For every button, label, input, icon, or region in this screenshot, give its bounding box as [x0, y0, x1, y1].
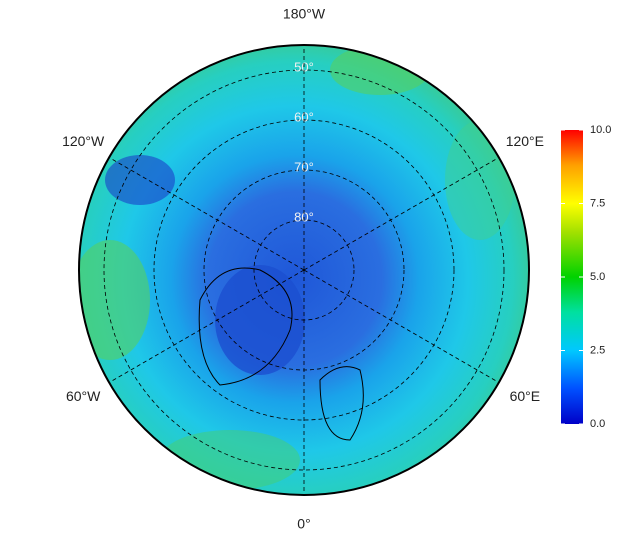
colorbar-tick-label: 5.0 — [590, 271, 605, 283]
meridian — [108, 157, 305, 271]
meridian — [303, 269, 500, 383]
latitude-label: 60° — [294, 109, 314, 124]
map-boundary — [78, 44, 530, 496]
latitude-label: 70° — [294, 159, 314, 174]
longitude-label: 180°W — [283, 6, 326, 22]
colorbar-tick-label: 7.5 — [590, 197, 605, 209]
colorbar — [561, 130, 583, 424]
meridian — [303, 157, 500, 271]
longitude-label: 0° — [297, 516, 310, 532]
longitude-label: 120°W — [62, 133, 105, 149]
longitude-label: 60°W — [66, 388, 101, 404]
latitude-label: 80° — [294, 209, 314, 224]
latitude-circle — [103, 69, 505, 471]
meridian — [108, 269, 305, 383]
colorbar-tick-label: 10.0 — [590, 124, 611, 136]
colorbar-tick-label: 2.5 — [590, 344, 605, 356]
longitude-label: 120°E — [506, 133, 544, 149]
colorbar-tick-label: 0.0 — [590, 418, 605, 430]
latitude-circle — [153, 119, 455, 421]
longitude-label: 60°E — [510, 388, 541, 404]
